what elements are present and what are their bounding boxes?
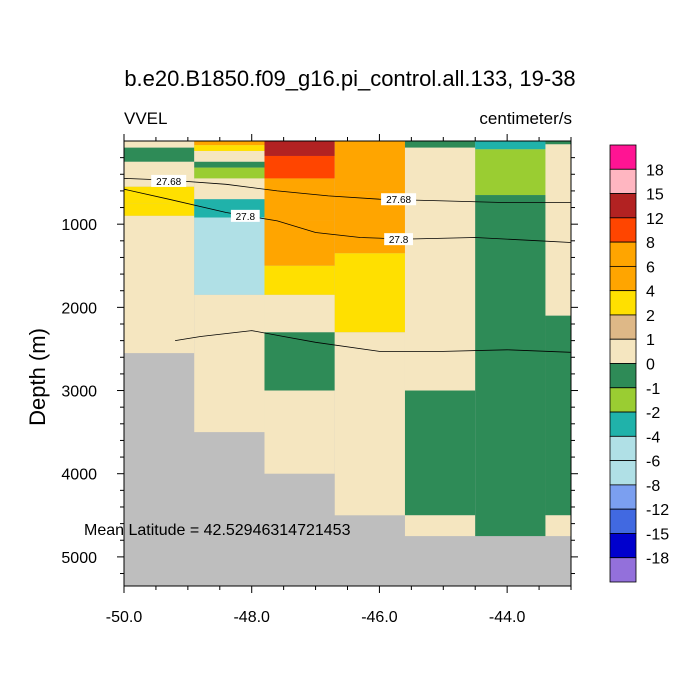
heatmap-cell	[194, 217, 265, 295]
y-tick-label: 3000	[61, 384, 97, 401]
chart-title: b.e20.B1850.f09_g16.pi_control.all.133, …	[124, 66, 576, 91]
heatmap-cell	[264, 155, 335, 179]
colorbar-label: -18	[646, 551, 669, 568]
y-tick-label: 1000	[61, 217, 97, 234]
contour-label: 27.68	[386, 195, 411, 206]
heatmap-cell	[545, 144, 571, 316]
colorbar-label: 2	[646, 308, 655, 325]
colorbar-label: 4	[646, 284, 655, 301]
heatmap-cell	[475, 195, 546, 537]
units-label: centimeter/s	[479, 109, 572, 128]
colorbar-label: -4	[646, 429, 660, 446]
colorbar-swatch	[609, 411, 637, 437]
x-tick-label: -46.0	[361, 609, 398, 626]
colorbar-swatch	[609, 460, 637, 486]
colorbar-swatch	[609, 508, 637, 534]
contour-label: 27.8	[389, 235, 409, 246]
colorbar-label: 15	[646, 187, 664, 204]
colorbar-swatch	[609, 484, 637, 510]
heatmap-cell	[124, 203, 195, 216]
contour-line	[123, 188, 572, 243]
colorbar-label: -2	[646, 405, 660, 422]
colorbar-label: -6	[646, 454, 660, 471]
heatmap-cell	[124, 186, 195, 204]
x-tick-label: -50.0	[106, 609, 143, 626]
colorbar-swatch	[609, 265, 637, 292]
heatmap-cell	[334, 141, 405, 191]
contour-label-box	[384, 233, 413, 246]
contour-label: 27.68	[156, 177, 181, 188]
variable-label: VVEL	[124, 109, 168, 128]
colorbar-label: -1	[646, 381, 660, 398]
colorbar-label: -15	[646, 526, 669, 543]
y-tick-label: 4000	[61, 467, 97, 484]
colorbar-swatch	[609, 338, 637, 364]
heatmap-cell	[194, 145, 265, 151]
heatmap-cell	[194, 150, 265, 162]
colorbar-swatch	[609, 533, 637, 559]
heatmap-cell	[124, 147, 195, 162]
colorbar-label: 8	[646, 235, 655, 252]
contour-label-box	[381, 193, 417, 206]
heatmap-cell	[124, 141, 195, 148]
x-tick-label: -48.0	[233, 609, 270, 626]
colorbar-swatch	[609, 241, 637, 267]
heatmap-cell	[194, 161, 265, 168]
heatmap-cell	[404, 390, 476, 516]
colorbar-label: 1	[646, 332, 655, 349]
heatmap-cell	[264, 141, 335, 156]
heatmap-cell	[264, 332, 335, 391]
colorbar-swatch	[609, 363, 637, 389]
heatmap-cell	[194, 167, 265, 179]
heatmap-cell	[194, 178, 265, 200]
heatmap-cell	[264, 390, 335, 474]
contour-line	[175, 330, 572, 353]
x-tick-label: -44.0	[489, 609, 526, 626]
y-tick-label: 5000	[61, 550, 97, 567]
colorbar-swatch	[609, 557, 637, 583]
colorbar-label: 6	[646, 259, 655, 276]
heatmap-cell	[124, 215, 195, 354]
contour-label: 27.8	[236, 212, 256, 223]
heatmap-cell	[194, 141, 265, 146]
heatmap-cell	[264, 265, 335, 295]
heatmap-cell	[264, 178, 335, 221]
heatmap-cell	[475, 149, 546, 196]
heatmap-cell	[545, 141, 571, 145]
heatmap-cell	[194, 294, 265, 433]
heatmap-cell	[264, 294, 335, 333]
y-tick-label: 2000	[61, 300, 97, 317]
colorbar-swatch	[609, 168, 637, 194]
heatmap-cell	[404, 515, 476, 537]
mean-latitude-annotation: Mean Latitude = 42.52946314721453	[84, 522, 351, 539]
colorbar-label: -12	[646, 502, 669, 519]
heatmap-cell	[334, 332, 405, 516]
heatmap-cell	[475, 141, 546, 150]
colorbar-swatch	[609, 144, 637, 170]
contour-line	[123, 178, 571, 203]
heatmap-cell	[545, 315, 571, 516]
heatmap-cell	[264, 220, 335, 266]
heatmap-cell	[404, 147, 476, 391]
contour-label-box	[230, 209, 260, 222]
heatmap-cell	[404, 141, 476, 148]
colorbar-swatch	[609, 193, 637, 219]
colorbar-swatch	[609, 314, 637, 340]
contour-label-box	[151, 174, 187, 187]
colorbar-swatch	[609, 217, 637, 243]
colorbar-label: 12	[646, 211, 664, 228]
colorbar-label: 18	[646, 162, 664, 179]
heatmap-cell	[334, 253, 405, 333]
colorbar-swatch	[609, 387, 637, 413]
colorbar-label: -8	[646, 478, 660, 495]
colorbar-swatch	[609, 435, 637, 462]
colorbar-label: 0	[646, 357, 655, 374]
heatmap-cell	[545, 515, 571, 537]
colorbar-swatch	[609, 290, 637, 316]
